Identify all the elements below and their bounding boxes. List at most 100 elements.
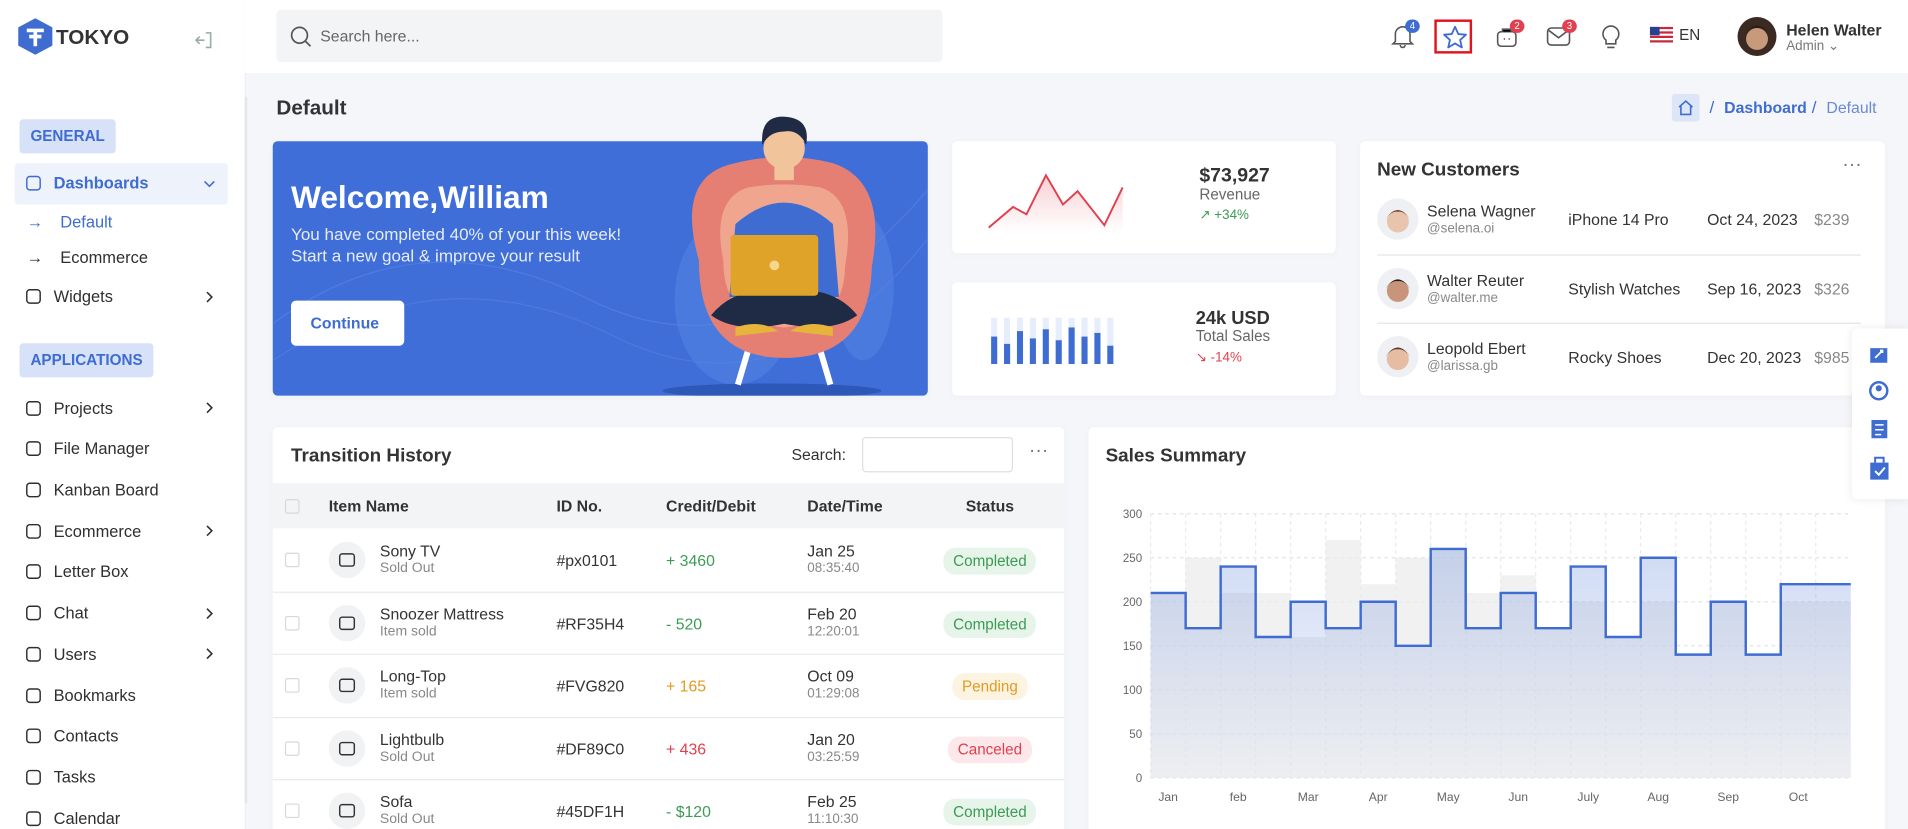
checkbox[interactable] [284,615,300,630]
checkbox[interactable] [284,499,300,514]
stat-label: Revenue [1199,186,1261,204]
icon [338,741,356,755]
brand: TOKYO [56,25,130,49]
x-tick-label: Jun [1508,790,1528,804]
item-date: Oct 09 [807,667,854,686]
welcome-text: Start a new goal & improve your result [291,245,581,266]
customer-amount: $326 [1814,279,1850,298]
nav-item[interactable]: Ecommerce [15,511,228,552]
status-pill: Pending [952,673,1028,700]
continue-button[interactable]: Continue [291,300,405,346]
nav-icon [26,687,41,703]
stat-change: ↘ -14% [1195,350,1242,366]
icon [338,553,356,567]
nav-item[interactable]: Projects [15,388,228,429]
more-button[interactable]: ··· [1028,440,1049,462]
cart-badge: 2 [1509,19,1525,33]
nav-item[interactable]: Widgets [15,276,228,317]
nav-label: Ecommerce [60,248,148,268]
checkbox[interactable] [284,803,300,819]
nav-item[interactable]: Calendar [15,798,228,829]
item-date: Feb 20 [807,604,857,623]
sales-card: 24k USD Total Sales ↘ -14% [952,282,1336,396]
customer-product: Rocky Shoes [1568,348,1662,367]
scrollbar [244,97,248,804]
breadcrumb-current: Default [1826,98,1877,117]
nav: GENERAL Dashboards → Default → Ecommerce Widge… [14,119,234,829]
user-avatar[interactable] [1736,16,1777,57]
item-id: #px0101 [556,551,618,570]
chevron [206,525,213,537]
nav-label: Dashboards [53,174,149,193]
customer-handle: @larissa.gb [1427,359,1498,375]
column-header: Credit/Debit [666,496,756,515]
checkbox[interactable] [284,552,300,568]
nav-label: File Manager [53,439,150,459]
nav-child[interactable]: → Default [15,204,234,240]
nav-section: APPLICATIONS Projects File Manager Kanban B… [15,343,234,829]
revenue-sparkline [988,173,1124,233]
search-box[interactable]: Search here... [276,9,943,63]
item-time: 08:35:40 [807,561,860,576]
nav-item[interactable]: Letter Box [15,552,228,593]
card-title: Transition History [291,445,452,467]
panel-icons[interactable] [1868,343,1892,489]
nav-icon [26,728,41,744]
chevron [206,402,213,414]
table-search[interactable] [862,437,1014,473]
nav-label: Chat [53,603,89,623]
customer-name: Leopold Ebert [1427,340,1526,359]
item-icon [328,604,366,641]
home-button[interactable] [1671,93,1700,122]
nav-item[interactable]: Users [15,634,228,675]
bar-fg [1094,332,1101,364]
bookmark-icon[interactable] [1442,24,1469,51]
welcome-title: Welcome,William [291,178,549,216]
user-name: Helen Walter [1786,20,1882,39]
y-tick-label: 300 [1123,509,1142,521]
nav-item[interactable]: File Manager [15,429,228,470]
x-tick-label: Jan [1158,790,1178,804]
item-amount: + 3460 [666,551,715,570]
stat-change-text: +34% [1214,208,1249,223]
section-title: APPLICATIONS [19,343,154,378]
language[interactable]: EN [1679,26,1701,44]
status-pill: Completed [943,547,1037,575]
nav-icon [26,646,41,662]
y-tick-label: 200 [1123,597,1142,609]
nav-child[interactable]: → Ecommerce [15,240,234,276]
checkbox[interactable] [284,740,300,756]
nav-item[interactable]: Contacts [15,716,228,757]
nav-item[interactable]: Dashboards [14,163,228,205]
user-role: Admin ⌄ [1786,38,1840,54]
nav-item[interactable]: Chat [15,593,228,634]
item-id: #45DF1H [556,802,625,821]
breadcrumb-link[interactable]: Dashboard [1724,98,1807,117]
item-icon [328,792,366,829]
mail-icon[interactable] [1545,23,1572,50]
transactions-card: Transition History Search: ··· Item Name… [272,427,1065,829]
item-icon [328,667,366,704]
column-header: Date/Time [807,496,883,515]
nav-item[interactable]: Bookmarks [15,675,228,716]
user-role-text: Admin [1786,38,1825,54]
nav-label: Letter Box [53,562,129,582]
nav-item[interactable]: Kanban Board [15,470,228,511]
line [1150,547,1851,656]
y-tick-label: 100 [1123,685,1142,697]
logo [18,18,53,55]
nav-item[interactable]: Tasks [15,757,228,798]
customer-date: Oct 24, 2023 [1707,210,1798,229]
more-button[interactable]: ··· [1842,154,1862,176]
customer-name: Walter Reuter [1427,271,1525,290]
item-sub: Sold Out [379,561,435,576]
cart-icon[interactable] [1494,23,1521,50]
bar-fg [991,336,998,364]
customer-handle: @selena.oi [1427,221,1495,237]
collapse-button[interactable] [192,29,214,51]
theme-icon[interactable] [1598,23,1625,50]
arrow: → [26,212,44,232]
row-divider [272,779,1065,781]
checkbox[interactable] [284,678,300,693]
item-time: 01:29:08 [807,686,860,702]
